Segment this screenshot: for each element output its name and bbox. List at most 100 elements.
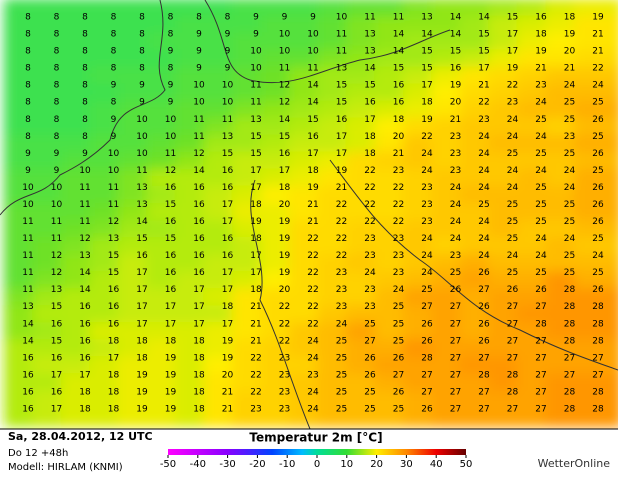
temperature-value: 11 bbox=[79, 183, 90, 193]
temperature-value: 26 bbox=[592, 149, 604, 159]
temperature-value: 16 bbox=[79, 319, 91, 329]
temperature-value: 18 bbox=[250, 234, 262, 244]
temperature-value: 24 bbox=[478, 149, 490, 159]
temperature-value: 13 bbox=[364, 30, 375, 40]
temperature-value: 27 bbox=[421, 370, 432, 380]
temperature-value: 23 bbox=[421, 217, 432, 227]
temperature-value: 18 bbox=[193, 387, 205, 397]
temperature-value: 17 bbox=[222, 268, 233, 278]
temperature-value: 8 bbox=[54, 98, 60, 108]
temperature-value: 17 bbox=[307, 149, 318, 159]
temperature-value: 23 bbox=[478, 115, 489, 125]
temperature-value: 14 bbox=[393, 30, 405, 40]
temperature-value: 15 bbox=[165, 234, 176, 244]
temperature-value: 23 bbox=[336, 285, 347, 295]
temperature-value: 21 bbox=[393, 149, 404, 159]
temperature-value: 18 bbox=[364, 132, 376, 142]
temperature-value: 10 bbox=[79, 166, 91, 176]
temperature-value: 11 bbox=[79, 200, 90, 210]
temperature-value: 26 bbox=[592, 285, 604, 295]
temperature-value: 19 bbox=[136, 405, 148, 415]
temperature-value: 17 bbox=[250, 251, 261, 261]
temperature-value: 27 bbox=[535, 405, 546, 415]
temperature-value: 22 bbox=[307, 234, 318, 244]
temperature-value: 24 bbox=[307, 336, 319, 346]
temperature-value: 22 bbox=[336, 200, 347, 210]
temperature-value: 28 bbox=[507, 370, 519, 380]
temperature-value: 8 bbox=[111, 98, 117, 108]
temperature-value: 11 bbox=[336, 47, 347, 57]
temperature-value: 20 bbox=[393, 132, 405, 142]
temperature-value: 28 bbox=[507, 387, 519, 397]
temperature-value: 8 bbox=[54, 30, 60, 40]
temperature-value: 26 bbox=[592, 183, 604, 193]
temperature-value: 19 bbox=[222, 353, 234, 363]
temperature-value: 11 bbox=[393, 13, 404, 23]
temperature-value: 8 bbox=[54, 115, 60, 125]
temperature-value: 22 bbox=[421, 132, 432, 142]
temperature-value: 15 bbox=[307, 115, 318, 125]
temperature-value: 24 bbox=[507, 115, 519, 125]
temperature-value: 15 bbox=[478, 47, 489, 57]
temperature-value: 23 bbox=[336, 302, 347, 312]
temperature-value: 17 bbox=[79, 370, 90, 380]
value-grid: 8 8 8 8 8 8 8 8 9 9 9 10 11 11 13 14 14 15 16 18 19 8 8 8 8 8 8 9 9 9… bbox=[22, 13, 604, 415]
legend-title: Temperatur 2m [°C] bbox=[249, 431, 382, 445]
temperature-value: 25 bbox=[564, 217, 575, 227]
temperature-value: 23 bbox=[279, 387, 290, 397]
temperature-value: 27 bbox=[478, 285, 489, 295]
temperature-value: 16 bbox=[51, 387, 63, 397]
temperature-value: 23 bbox=[450, 251, 461, 261]
temperature-value: 13 bbox=[421, 13, 432, 23]
temperature-value: 24 bbox=[393, 285, 405, 295]
temperature-value: 16 bbox=[193, 217, 205, 227]
temperature-value: 16 bbox=[222, 183, 234, 193]
temperature-value: 25 bbox=[336, 405, 347, 415]
temperature-value: 16 bbox=[193, 268, 205, 278]
temperature-value: 17 bbox=[108, 353, 119, 363]
temperature-value: 16 bbox=[336, 115, 348, 125]
temperature-value: 14 bbox=[79, 268, 91, 278]
temperature-value: 25 bbox=[478, 200, 489, 210]
temperature-value: 15 bbox=[336, 81, 347, 91]
temperature-value: 22 bbox=[279, 319, 290, 329]
temperature-value: 8 bbox=[82, 132, 88, 142]
temperature-value: 17 bbox=[193, 285, 204, 295]
temperature-value: 12 bbox=[51, 251, 62, 261]
temperature-value: 23 bbox=[393, 234, 404, 244]
temperature-value: 17 bbox=[51, 405, 62, 415]
temperature-value: 14 bbox=[307, 81, 319, 91]
temperature-value: 8 bbox=[82, 13, 88, 23]
temperature-value: 10 bbox=[165, 132, 177, 142]
temperature-value: 16 bbox=[193, 234, 205, 244]
temperature-value: 25 bbox=[535, 115, 546, 125]
temperature-value: 24 bbox=[450, 183, 462, 193]
temperature-value: 10 bbox=[22, 200, 34, 210]
temperature-value: 15 bbox=[478, 30, 489, 40]
temperature-value: 8 bbox=[196, 13, 202, 23]
temperature-value: 16 bbox=[307, 132, 319, 142]
temperature-value: 25 bbox=[336, 336, 347, 346]
temperature-value: 22 bbox=[393, 217, 404, 227]
temperature-value: 23 bbox=[307, 370, 318, 380]
temperature-value: 19 bbox=[165, 405, 177, 415]
temperature-value: 25 bbox=[507, 217, 518, 227]
temperature-value: 28 bbox=[564, 387, 576, 397]
scale-tick-label: 30 bbox=[400, 459, 413, 470]
temperature-value: 23 bbox=[364, 302, 375, 312]
temperature-value: 25 bbox=[535, 217, 546, 227]
temperature-value: 24 bbox=[564, 81, 576, 91]
temperature-value: 24 bbox=[421, 268, 433, 278]
temperature-value: 26 bbox=[592, 217, 604, 227]
temperature-value: 16 bbox=[108, 302, 120, 312]
temperature-value: 24 bbox=[507, 183, 519, 193]
temperature-value: 26 bbox=[592, 115, 604, 125]
temperature-value: 27 bbox=[450, 319, 461, 329]
temperature-value: 15 bbox=[421, 64, 432, 74]
temperature-value: 19 bbox=[165, 387, 177, 397]
temperature-value: 14 bbox=[193, 166, 205, 176]
temperature-value: 14 bbox=[279, 115, 291, 125]
temperature-value: 27 bbox=[450, 336, 461, 346]
temperature-value: 23 bbox=[507, 98, 518, 108]
